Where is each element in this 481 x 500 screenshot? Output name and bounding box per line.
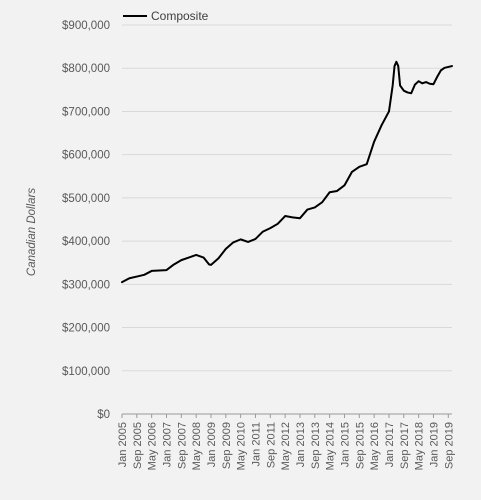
x-tick-label: Jan 2017 bbox=[384, 422, 396, 467]
x-tick-label: Jan 2015 bbox=[339, 422, 351, 467]
y-tick-label: $700,000 bbox=[62, 106, 110, 118]
x-tick-label: Sep 2007 bbox=[176, 422, 188, 469]
y-tick-label: $500,000 bbox=[62, 193, 110, 205]
x-tick-label: Jan 2009 bbox=[206, 422, 218, 467]
x-tick-label: Jan 2013 bbox=[295, 422, 307, 467]
y-tick-label: $300,000 bbox=[62, 279, 110, 291]
y-axis-ticks: $0 $100,000 $200,000 $300,000 $400,000 $500,0… bbox=[62, 20, 110, 421]
x-tick-label: Sep 2005 bbox=[132, 422, 144, 469]
x-tick-label: Jan 2019 bbox=[428, 422, 440, 467]
y-tick-label: $400,000 bbox=[62, 236, 110, 248]
y-tick-label: $200,000 bbox=[62, 323, 110, 335]
x-tick-label: May 2016 bbox=[369, 422, 381, 470]
series-line-composite bbox=[121, 60, 453, 284]
y-tick-label: $800,000 bbox=[62, 63, 110, 75]
x-tick-label: Jan 2005 bbox=[117, 422, 129, 467]
x-tick-label: Sep 2009 bbox=[221, 422, 233, 469]
series-group bbox=[121, 60, 453, 284]
x-tick-label: Jan 2007 bbox=[161, 422, 173, 467]
y-tick-label: $600,000 bbox=[62, 150, 110, 162]
x-tick-label: May 2014 bbox=[325, 422, 337, 470]
x-tick-label: Sep 2017 bbox=[399, 422, 411, 469]
x-tick-label: Sep 2011 bbox=[265, 422, 277, 468]
y-tick-label: $900,000 bbox=[62, 20, 110, 32]
x-tick-label: Sep 2013 bbox=[310, 422, 322, 469]
x-tick-label: May 2018 bbox=[414, 422, 426, 470]
legend-label-composite: Composite bbox=[151, 9, 209, 23]
x-tick-label: Jan 2011 bbox=[250, 422, 262, 466]
y-tick-label: $100,000 bbox=[62, 366, 110, 378]
x-axis-ticks: Jan 2005 Sep 2005 May 2006 Jan 2007 Sep 2007… bbox=[117, 414, 455, 470]
x-tick-label: May 2008 bbox=[191, 422, 203, 470]
legend: Composite bbox=[123, 9, 209, 23]
x-tick-label: May 2010 bbox=[236, 422, 248, 470]
y-axis-title: Canadian Dollars bbox=[26, 188, 38, 276]
gridlines bbox=[122, 24, 452, 415]
x-tick-label: Sep 2019 bbox=[443, 422, 455, 469]
x-tick-label: May 2006 bbox=[147, 422, 159, 470]
y-tick-label: $0 bbox=[97, 409, 110, 421]
x-tick-label: Sep 2015 bbox=[354, 422, 366, 469]
x-tick-label: May 2012 bbox=[280, 422, 292, 470]
